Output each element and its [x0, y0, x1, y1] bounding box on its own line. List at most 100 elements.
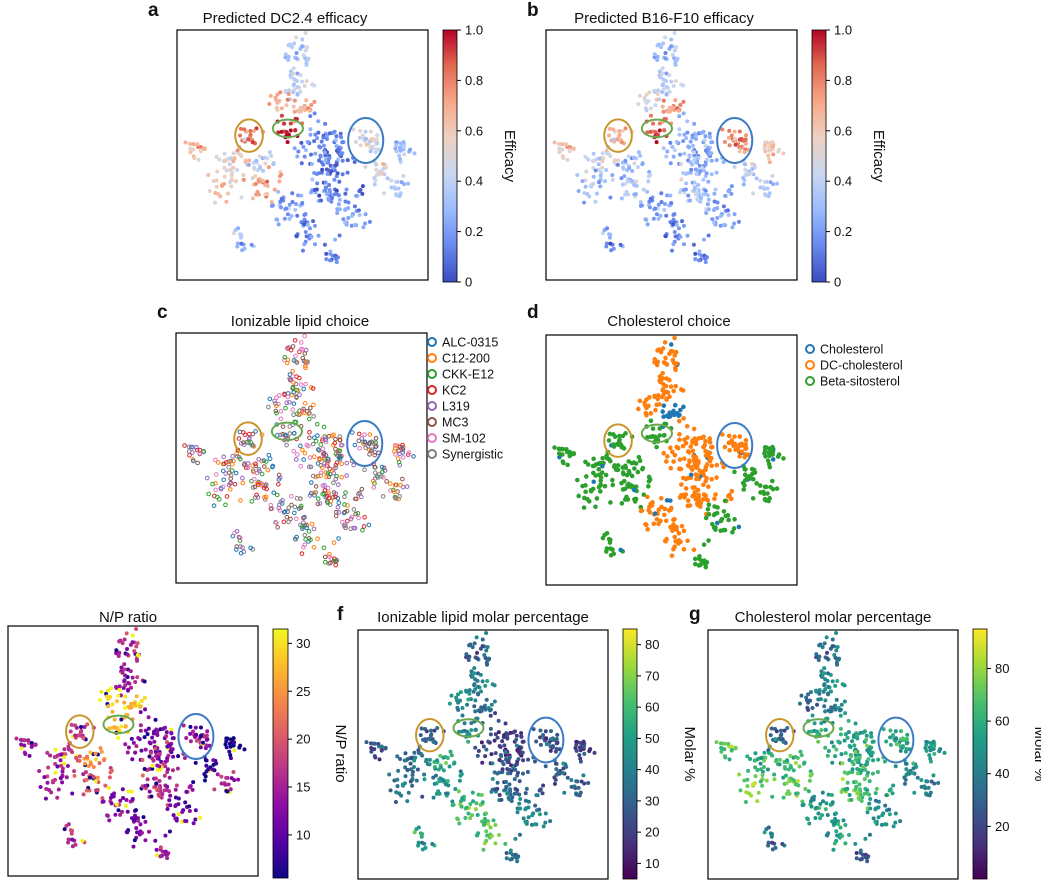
- data-point: [693, 251, 698, 256]
- data-point: [273, 408, 279, 414]
- data-point: [514, 733, 519, 738]
- data-point: [552, 781, 557, 786]
- data-point: [883, 803, 888, 808]
- data-point: [455, 817, 460, 822]
- data-point: [247, 158, 252, 163]
- data-point: [668, 193, 673, 198]
- data-point: [788, 753, 793, 758]
- data-point: [294, 395, 299, 400]
- data-point: [475, 813, 480, 818]
- data-point: [655, 58, 660, 63]
- data-point: [279, 172, 284, 177]
- data-point: [888, 742, 893, 747]
- data-point: [791, 768, 796, 773]
- data-point: [799, 753, 804, 758]
- data-point: [353, 139, 358, 144]
- data-point: [229, 173, 234, 178]
- data-point: [661, 146, 666, 151]
- data-point: [139, 698, 144, 703]
- data-point: [703, 496, 708, 502]
- data-point: [306, 464, 312, 470]
- data-point: [187, 804, 192, 809]
- data-point: [891, 783, 896, 788]
- data-point: [374, 137, 379, 142]
- data-point: [292, 77, 297, 82]
- data-point: [298, 340, 304, 345]
- data-point: [292, 41, 297, 46]
- data-point: [168, 803, 173, 808]
- data-point: [754, 176, 759, 181]
- data-point: [695, 168, 700, 173]
- data-point: [619, 196, 624, 201]
- data-point: [325, 485, 331, 491]
- data-point: [174, 802, 179, 807]
- data-point: [473, 807, 478, 812]
- data-point: [319, 170, 324, 175]
- data-point: [554, 767, 559, 772]
- data-point: [317, 457, 322, 463]
- data-point: [293, 128, 298, 133]
- data-point: [587, 194, 592, 199]
- data-point: [342, 509, 348, 515]
- data-point: [806, 707, 811, 712]
- data-point: [621, 165, 626, 170]
- data-point: [868, 797, 873, 802]
- data-point: [315, 496, 321, 501]
- data-point: [622, 174, 627, 179]
- data-point: [853, 757, 858, 762]
- colorbar: [442, 29, 458, 283]
- data-point: [640, 466, 645, 472]
- data-point: [292, 109, 297, 114]
- data-point: [829, 792, 834, 797]
- data-point: [701, 177, 706, 182]
- data-point: [770, 144, 775, 149]
- data-point: [659, 199, 664, 204]
- data-point: [122, 637, 127, 642]
- data-point: [709, 521, 715, 527]
- data-point: [508, 857, 513, 862]
- data-point: [65, 764, 70, 769]
- data-point: [79, 728, 84, 733]
- data-point: [187, 808, 192, 813]
- data-point: [938, 747, 943, 752]
- data-point: [655, 396, 661, 402]
- legend-label: Synergistic: [442, 448, 503, 462]
- data-point: [754, 481, 759, 486]
- data-point: [462, 721, 467, 726]
- data-point: [763, 179, 768, 184]
- data-point: [653, 103, 658, 108]
- data-point: [479, 689, 484, 694]
- data-point: [911, 766, 916, 771]
- data-point: [307, 455, 313, 460]
- data-point: [117, 684, 122, 689]
- data-point: [257, 154, 262, 159]
- data-point: [241, 173, 246, 178]
- data-point: [81, 736, 86, 741]
- panel-d: d Cholesterol choiceCholesterolDC-cholest…: [527, 302, 903, 586]
- data-point: [729, 133, 734, 138]
- data-point: [499, 797, 504, 802]
- data-point: [179, 819, 184, 824]
- data-point: [348, 516, 354, 522]
- data-point: [857, 787, 862, 792]
- data-point: [275, 108, 280, 113]
- data-point: [349, 223, 354, 228]
- data-point: [622, 181, 627, 186]
- highlight-ellipse: [640, 423, 673, 444]
- data-point: [412, 830, 417, 835]
- data-point: [851, 735, 856, 740]
- data-point: [395, 193, 400, 198]
- data-point: [823, 709, 828, 714]
- colorbar-tick-label: 0.8: [834, 73, 852, 88]
- data-point: [652, 88, 657, 93]
- data-point: [777, 762, 782, 767]
- data-point: [672, 452, 678, 458]
- data-point: [297, 412, 303, 417]
- data-point: [459, 772, 464, 777]
- data-point: [241, 177, 246, 182]
- data-point: [679, 523, 685, 529]
- data-point: [510, 795, 515, 800]
- data-point: [493, 841, 498, 846]
- data-point: [661, 98, 666, 103]
- data-point: [696, 187, 701, 192]
